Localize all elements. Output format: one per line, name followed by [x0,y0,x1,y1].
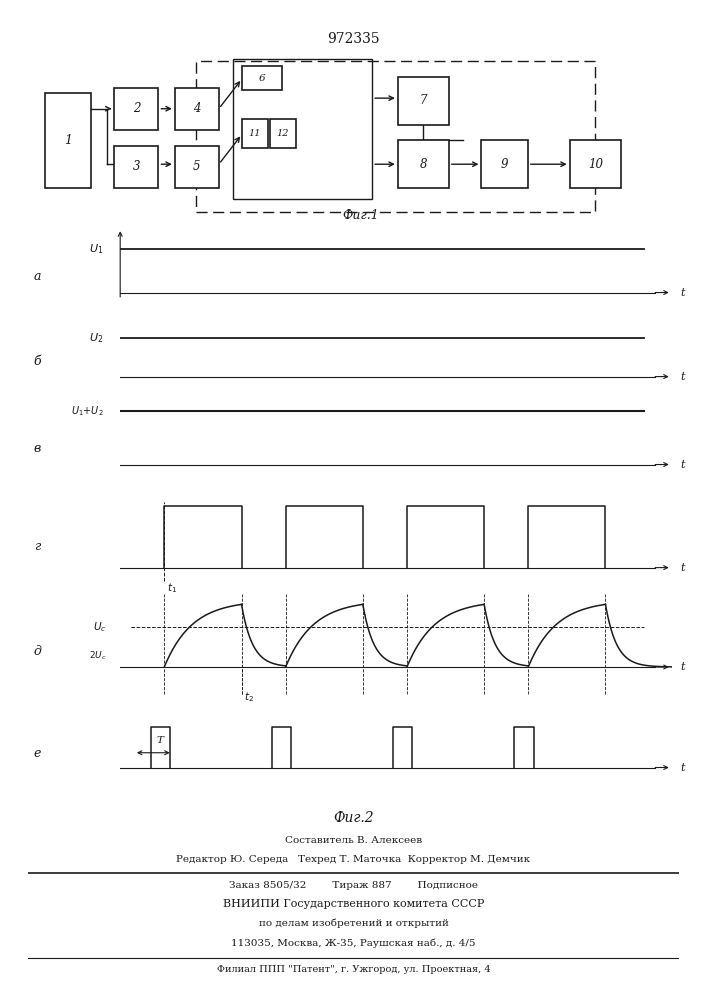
Text: 972335: 972335 [327,32,380,46]
Text: Фиг.1: Фиг.1 [342,209,379,222]
Text: а: а [34,270,41,283]
Text: Редактор Ю. Середа   Техред Т. Маточка  Корректор М. Демчик: Редактор Ю. Середа Техред Т. Маточка Кор… [177,855,530,864]
Text: 11: 11 [249,129,261,138]
Bar [398,140,449,188]
Bar [115,88,158,130]
Text: по делам изобретений и открытий: по делам изобретений и открытий [259,919,448,928]
Bar [196,61,595,212]
Text: 5: 5 [193,160,201,173]
Bar [233,58,372,199]
Text: t: t [680,763,684,773]
Text: t: t [680,460,684,470]
Text: t: t [680,372,684,382]
Bar [270,119,296,148]
Text: в: в [34,442,41,455]
Text: 9: 9 [501,158,508,171]
Text: t: t [680,563,684,573]
Text: t: t [680,662,684,672]
Text: 3: 3 [133,160,140,173]
Text: 4: 4 [193,102,201,115]
Text: 113035, Москва, Ж-35, Раушская наб., д. 4/5: 113035, Москва, Ж-35, Раушская наб., д. … [231,938,476,948]
Text: $t_2$: $t_2$ [245,690,255,704]
Text: $U_c$: $U_c$ [93,620,107,634]
Text: ВНИИПИ Государственного комитета СССР: ВНИИПИ Государственного комитета СССР [223,899,484,909]
Text: $U_1$$+$$U_2$: $U_1$$+$$U_2$ [71,405,104,418]
Text: $t_1$: $t_1$ [167,581,177,595]
Bar [175,88,219,130]
Bar [398,77,449,125]
Text: Фиг.2: Фиг.2 [333,811,374,825]
Text: 2: 2 [133,102,140,115]
Text: 8: 8 [419,158,427,171]
Bar [570,140,621,188]
Text: 7: 7 [419,94,427,107]
Text: 1: 1 [64,134,72,147]
Text: T: T [157,736,163,745]
Text: $2U_c$: $2U_c$ [88,649,107,662]
Text: $U_1$: $U_1$ [89,242,104,256]
Text: $U_2$: $U_2$ [89,331,104,345]
Text: Заказ 8505/32        Тираж 887        Подписное: Заказ 8505/32 Тираж 887 Подписное [229,881,478,890]
Bar [115,146,158,188]
Text: 6: 6 [259,74,265,83]
Bar [481,140,528,188]
Text: Составитель В. Алексеев: Составитель В. Алексеев [285,836,422,845]
Text: t: t [680,288,684,298]
Bar [242,119,268,148]
Text: 10: 10 [588,158,602,171]
Text: д: д [33,645,42,658]
Text: 12: 12 [276,129,289,138]
Bar [45,93,91,188]
Text: г: г [34,540,41,553]
Bar [242,66,281,90]
Text: Филиал ППП "Патент", г. Ужгород, ул. Проектная, 4: Филиал ППП "Патент", г. Ужгород, ул. Про… [216,965,491,974]
Text: е: е [34,747,41,760]
Text: б: б [34,355,41,368]
Bar [175,146,219,188]
